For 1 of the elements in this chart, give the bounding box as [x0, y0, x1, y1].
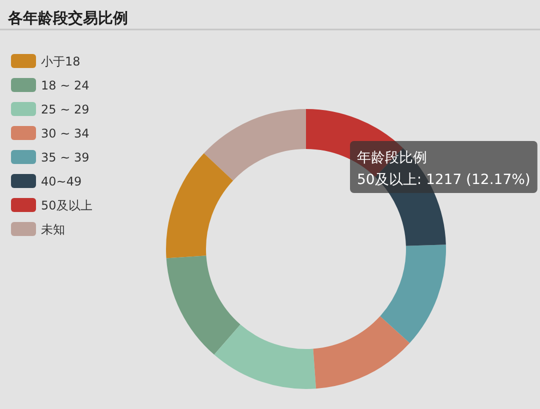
title: 各年龄段交易比例 [8, 9, 128, 27]
